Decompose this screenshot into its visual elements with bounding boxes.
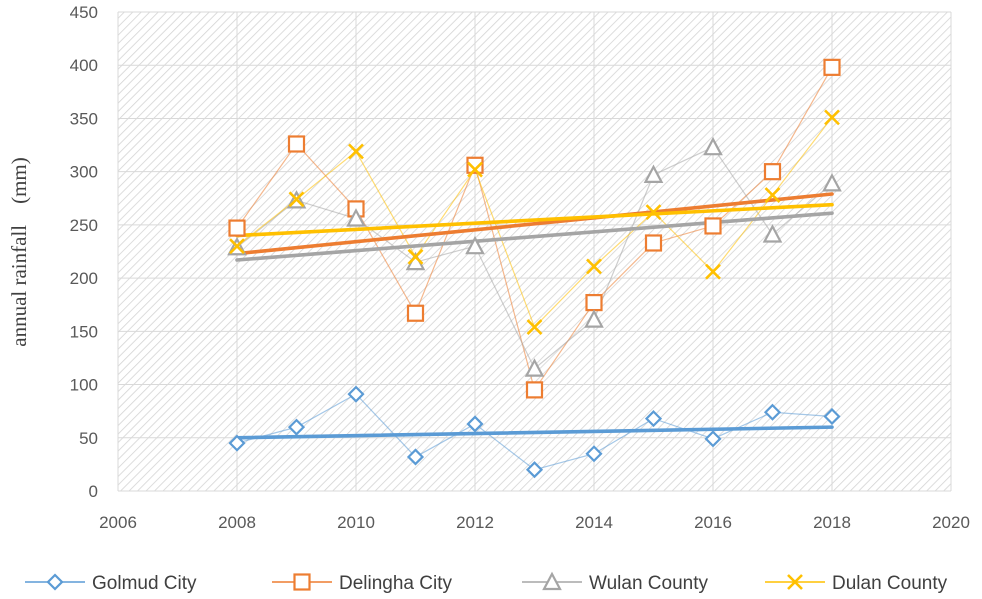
- x-tick-label: 2010: [337, 513, 375, 532]
- series-layer: [227, 58, 842, 479]
- data-point: [764, 187, 781, 204]
- x-tick-label: 2008: [218, 513, 256, 532]
- series-markers-3: [229, 109, 840, 335]
- data-point: [407, 248, 424, 265]
- legend-item-3: Dulan County: [765, 573, 948, 594]
- x-marker-stroke: [824, 109, 840, 126]
- x-marker-stroke: [229, 238, 245, 255]
- data-point: [525, 461, 544, 479]
- data-point: [288, 191, 305, 208]
- data-point: [703, 136, 723, 156]
- x-tick-label: 2018: [813, 513, 851, 532]
- data-point: [763, 163, 782, 181]
- data-point: [822, 173, 842, 192]
- data-point: [586, 258, 602, 275]
- legend-item-0: Golmud City: [25, 573, 197, 594]
- y-axis-label: annual rainfall (mm): [7, 157, 31, 347]
- data-point: [406, 448, 425, 466]
- data-point: [585, 445, 603, 463]
- x-tick-label: 2014: [575, 513, 613, 532]
- data-point: [466, 156, 484, 174]
- data-point: [584, 309, 604, 328]
- legend-label: Delingha City: [339, 573, 452, 594]
- x-marker-stroke: [526, 319, 543, 335]
- legend-marker: [293, 573, 311, 591]
- data-point: [705, 263, 721, 280]
- y-tick-label: 50: [79, 429, 98, 448]
- legend-marker: [787, 574, 803, 590]
- data-point: [466, 415, 484, 433]
- data-point: [824, 109, 840, 126]
- data-point: [228, 434, 246, 452]
- data-point: [763, 403, 782, 421]
- data-point: [465, 235, 485, 255]
- data-point: [287, 135, 306, 153]
- x-marker-stroke: [705, 263, 721, 280]
- data-point: [287, 418, 306, 436]
- y-tick-label: 300: [70, 163, 98, 182]
- y-tick-label: 400: [70, 56, 98, 75]
- legend-label: Dulan County: [832, 573, 948, 594]
- x-marker-stroke: [467, 161, 483, 178]
- x-marker-stroke: [586, 258, 602, 275]
- legend-label: Wulan County: [589, 573, 708, 594]
- legend-item-1: Delingha City: [272, 573, 452, 594]
- x-tick-label: 2020: [932, 513, 970, 532]
- data-point: [823, 58, 841, 76]
- x-tick-label: 2012: [456, 513, 494, 532]
- trendline-3: [235, 202, 834, 238]
- trendline-0: [235, 425, 834, 440]
- data-point: [704, 217, 722, 235]
- data-point: [643, 164, 664, 183]
- legend-label: Golmud City: [92, 573, 197, 594]
- y-tick-label: 0: [89, 482, 98, 501]
- x-tick-label: 2016: [694, 513, 732, 532]
- x-marker-stroke: [348, 143, 364, 160]
- data-point: [347, 385, 365, 403]
- data-point: [348, 143, 364, 160]
- data-point: [704, 430, 722, 448]
- data-point: [229, 238, 245, 255]
- legend: Golmud City Delingha City Wulan County Dula…: [25, 571, 948, 594]
- data-point: [762, 224, 783, 243]
- y-tick-label: 150: [70, 322, 98, 341]
- data-point: [406, 304, 425, 322]
- y-tick-label: 350: [70, 109, 98, 128]
- y-tick-label: 450: [70, 3, 98, 22]
- x-marker-stroke: [407, 248, 424, 265]
- legend-marker: [542, 571, 562, 591]
- data-point: [467, 161, 483, 178]
- trendline-1: [235, 192, 834, 256]
- data-point: [644, 410, 663, 428]
- x-tick-label: 2006: [99, 513, 137, 532]
- x-marker-stroke: [645, 204, 662, 221]
- x-marker-stroke: [764, 187, 781, 204]
- series-markers-0: [228, 385, 841, 479]
- data-point: [228, 219, 246, 237]
- legend-marker: [46, 573, 64, 591]
- y-tick-label: 100: [70, 376, 98, 395]
- y-tick-label: 200: [70, 269, 98, 288]
- data-point: [526, 319, 543, 335]
- x-marker-stroke: [787, 574, 803, 590]
- legend-item-2: Wulan County: [522, 571, 708, 594]
- series-markers-1: [228, 58, 841, 399]
- y-tick-label: 250: [70, 216, 98, 235]
- data-point: [524, 358, 545, 377]
- x-marker-stroke: [288, 191, 305, 208]
- axes: 0 50 100 150 200 250 300 350 400 450 2006 2008 2010 2…: [70, 3, 970, 532]
- data-point: [525, 381, 544, 399]
- data-point: [585, 293, 603, 312]
- data-point: [346, 208, 366, 227]
- trendline-2: [235, 211, 834, 262]
- data-point: [644, 234, 663, 252]
- data-point: [823, 407, 841, 426]
- data-point: [645, 204, 662, 221]
